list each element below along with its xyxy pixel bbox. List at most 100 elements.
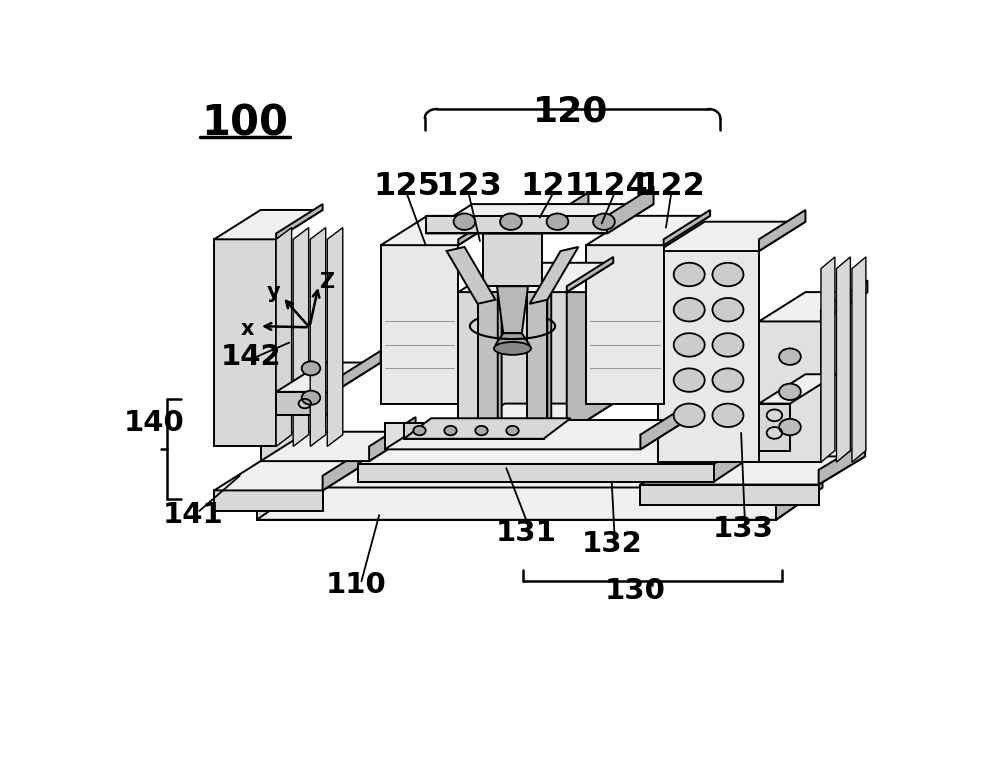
Polygon shape — [776, 470, 822, 520]
Circle shape — [500, 213, 522, 230]
Polygon shape — [527, 292, 547, 433]
Polygon shape — [483, 204, 588, 233]
Polygon shape — [836, 257, 850, 463]
Polygon shape — [426, 216, 607, 233]
Polygon shape — [640, 405, 687, 450]
Polygon shape — [759, 322, 821, 463]
Circle shape — [302, 391, 320, 405]
Polygon shape — [214, 210, 323, 239]
Polygon shape — [293, 228, 309, 447]
Text: 123: 123 — [435, 171, 502, 202]
Text: 125: 125 — [373, 171, 440, 202]
Polygon shape — [257, 505, 776, 520]
Polygon shape — [759, 292, 867, 322]
Polygon shape — [714, 433, 761, 482]
Polygon shape — [447, 247, 495, 304]
Polygon shape — [381, 216, 505, 245]
Circle shape — [413, 426, 426, 435]
Polygon shape — [257, 491, 776, 508]
Circle shape — [712, 298, 743, 322]
Polygon shape — [214, 491, 323, 511]
Circle shape — [593, 213, 615, 230]
Text: 132: 132 — [581, 530, 642, 559]
Polygon shape — [323, 447, 369, 491]
Polygon shape — [530, 247, 578, 304]
Polygon shape — [385, 423, 640, 450]
Polygon shape — [214, 239, 276, 447]
Polygon shape — [458, 404, 613, 433]
Circle shape — [674, 404, 705, 427]
Circle shape — [674, 263, 705, 287]
Circle shape — [779, 383, 801, 400]
Polygon shape — [458, 210, 505, 245]
Text: 110: 110 — [326, 572, 386, 600]
Text: 120: 120 — [533, 95, 608, 129]
Circle shape — [506, 426, 519, 435]
Polygon shape — [214, 461, 369, 491]
Polygon shape — [276, 392, 334, 415]
Polygon shape — [759, 404, 790, 450]
Polygon shape — [586, 216, 710, 245]
Text: 124: 124 — [581, 171, 648, 202]
Circle shape — [712, 333, 743, 357]
Text: Z: Z — [319, 272, 334, 292]
Polygon shape — [276, 204, 323, 239]
Circle shape — [454, 213, 475, 230]
Polygon shape — [358, 464, 714, 482]
Circle shape — [674, 368, 705, 392]
Polygon shape — [458, 263, 613, 292]
Polygon shape — [276, 228, 292, 447]
Circle shape — [712, 368, 743, 392]
Text: x: x — [241, 319, 254, 339]
Polygon shape — [542, 192, 588, 233]
Text: 141: 141 — [163, 501, 224, 529]
Circle shape — [674, 333, 705, 357]
Polygon shape — [640, 485, 819, 505]
Text: 122: 122 — [638, 171, 705, 202]
Polygon shape — [358, 433, 761, 464]
Circle shape — [674, 298, 705, 322]
Polygon shape — [567, 292, 613, 433]
Polygon shape — [852, 257, 866, 463]
Text: 100: 100 — [202, 103, 289, 145]
Polygon shape — [385, 420, 687, 450]
Circle shape — [475, 426, 488, 435]
Polygon shape — [404, 418, 571, 439]
Polygon shape — [276, 363, 381, 392]
Polygon shape — [369, 417, 416, 461]
Polygon shape — [261, 432, 416, 461]
Polygon shape — [478, 292, 498, 433]
Polygon shape — [658, 251, 759, 463]
Circle shape — [779, 419, 801, 435]
Polygon shape — [458, 292, 567, 433]
Text: 140: 140 — [124, 409, 185, 437]
Polygon shape — [759, 374, 836, 404]
Polygon shape — [640, 456, 865, 485]
Polygon shape — [334, 351, 381, 392]
Circle shape — [712, 404, 743, 427]
Polygon shape — [257, 458, 822, 491]
Polygon shape — [664, 210, 710, 245]
Polygon shape — [547, 289, 551, 433]
Polygon shape — [759, 210, 805, 251]
Circle shape — [547, 213, 568, 230]
Polygon shape — [404, 423, 544, 439]
Polygon shape — [567, 257, 613, 292]
Polygon shape — [257, 488, 822, 520]
Polygon shape — [327, 228, 343, 447]
Polygon shape — [257, 491, 776, 508]
Text: 133: 133 — [713, 514, 774, 543]
Polygon shape — [310, 228, 326, 447]
Polygon shape — [261, 432, 369, 461]
Polygon shape — [483, 233, 542, 287]
Ellipse shape — [494, 342, 531, 355]
Text: y: y — [266, 282, 280, 302]
Polygon shape — [776, 458, 822, 508]
Polygon shape — [607, 187, 654, 233]
Polygon shape — [426, 204, 654, 233]
Polygon shape — [498, 289, 502, 433]
Text: 142: 142 — [221, 343, 282, 370]
Circle shape — [712, 263, 743, 287]
Polygon shape — [821, 257, 835, 463]
Polygon shape — [658, 222, 805, 251]
